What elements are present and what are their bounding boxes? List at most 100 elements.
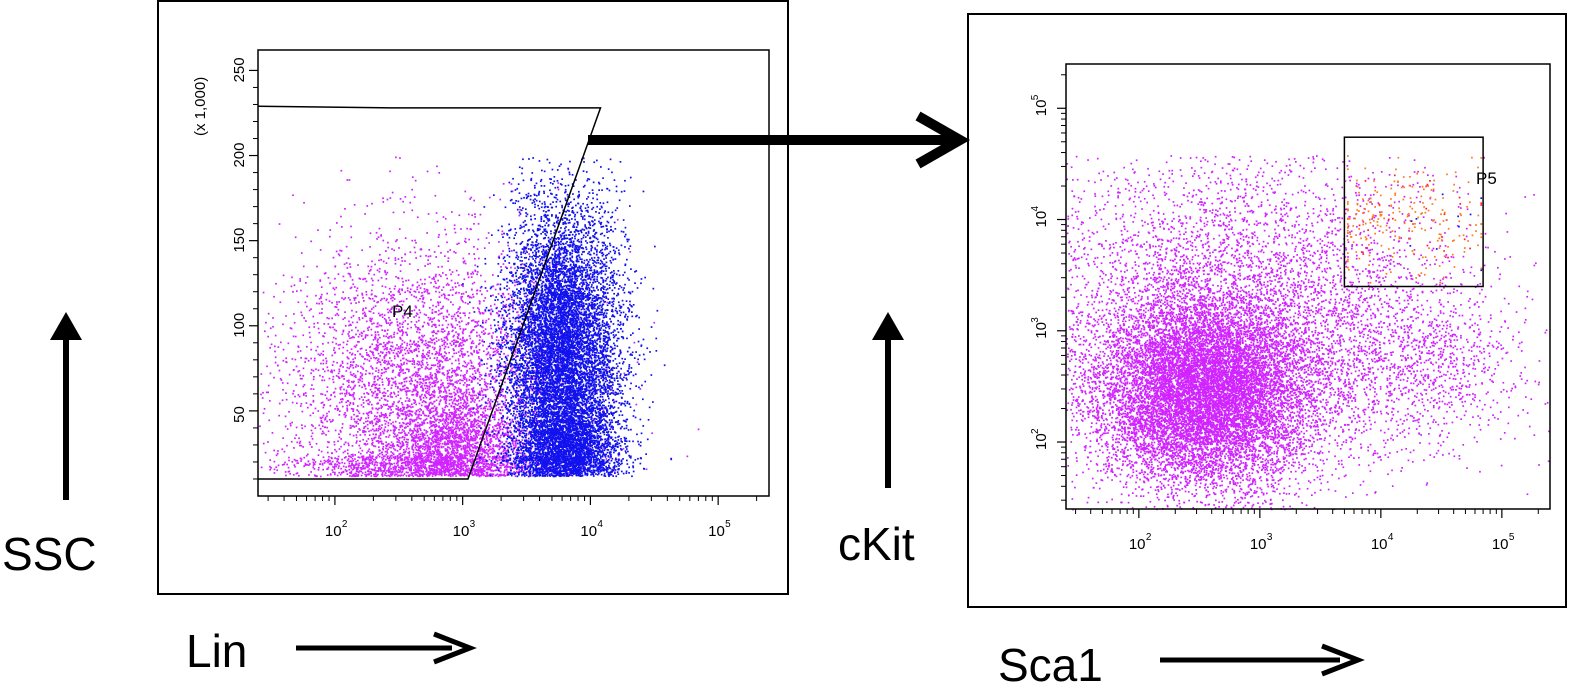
data-point [457, 282, 459, 284]
data-point [360, 453, 362, 455]
data-point [338, 373, 340, 375]
data-point [305, 320, 307, 322]
data-point [357, 423, 359, 425]
data-point [335, 388, 337, 390]
data-point [304, 384, 306, 386]
data-point [384, 399, 386, 401]
data-point [360, 434, 362, 436]
data-point [376, 416, 378, 418]
data-point [519, 215, 521, 217]
data-point [358, 465, 360, 467]
data-point [400, 398, 402, 400]
data-point [371, 412, 373, 414]
data-point [398, 383, 400, 385]
data-point [479, 372, 481, 374]
data-point [436, 341, 438, 343]
data-point [415, 374, 417, 376]
data-point [377, 379, 379, 381]
data-point [433, 459, 435, 461]
data-point [433, 407, 435, 409]
data-point [455, 320, 457, 322]
data-point [469, 198, 471, 200]
data-point [479, 365, 481, 367]
data-point [275, 362, 277, 364]
data-point [439, 364, 441, 366]
data-point [440, 360, 442, 362]
data-point [366, 321, 368, 323]
data-point [404, 411, 406, 413]
data-point [326, 468, 328, 470]
data-point [440, 353, 442, 355]
data-point [429, 409, 431, 411]
data-point [455, 360, 457, 362]
data-point [304, 426, 306, 428]
data-point [442, 272, 444, 274]
data-point [422, 301, 424, 303]
data-point [425, 340, 427, 342]
data-point [462, 398, 464, 400]
data-point [399, 288, 401, 290]
data-point [338, 433, 340, 435]
data-point [360, 372, 362, 374]
data-point [314, 358, 316, 360]
data-point [443, 216, 445, 218]
data-point [357, 466, 359, 468]
data-point [457, 324, 459, 326]
data-point [265, 452, 267, 454]
data-point [476, 321, 478, 323]
data-point [338, 377, 340, 379]
data-point [434, 382, 436, 384]
data-point [270, 373, 272, 375]
data-point [323, 363, 325, 365]
data-point [424, 314, 426, 316]
data-point [364, 337, 366, 339]
data-point [358, 317, 360, 319]
data-point [420, 249, 422, 251]
data-point [381, 424, 383, 426]
data-point [404, 342, 406, 344]
data-point [351, 317, 353, 319]
data-point [390, 291, 392, 293]
data-point [271, 344, 273, 346]
data-point [348, 297, 350, 299]
data-point [274, 346, 276, 348]
data-point [478, 239, 480, 241]
data-point [339, 414, 341, 416]
data-point [281, 448, 283, 450]
data-point [329, 229, 331, 231]
data-point [391, 248, 393, 250]
data-point [285, 471, 287, 473]
data-point [391, 337, 393, 339]
data-point [418, 409, 420, 411]
data-point [436, 166, 438, 168]
data-point [283, 464, 285, 466]
data-point [421, 385, 423, 387]
data-point [320, 297, 322, 299]
data-point [372, 280, 374, 282]
data-point [425, 382, 427, 384]
data-point [308, 326, 310, 328]
data-point [443, 396, 445, 398]
data-point [371, 404, 373, 406]
data-point [291, 286, 293, 288]
data-point [471, 342, 473, 344]
data-point [431, 411, 433, 413]
data-point [499, 459, 501, 461]
data-point [439, 392, 441, 394]
data-point [291, 277, 293, 279]
data-point [435, 354, 437, 356]
data-point [263, 412, 265, 414]
data-point [429, 307, 431, 309]
data-point [365, 278, 367, 280]
data-point [419, 336, 421, 338]
data-point [471, 381, 473, 383]
data-point [380, 351, 382, 353]
data-point [494, 399, 496, 401]
data-point [447, 372, 449, 374]
data-point [365, 388, 367, 390]
data-point [378, 446, 380, 448]
data-point [344, 393, 346, 395]
data-point [401, 349, 403, 351]
data-point [504, 341, 506, 343]
data-point [449, 396, 451, 398]
